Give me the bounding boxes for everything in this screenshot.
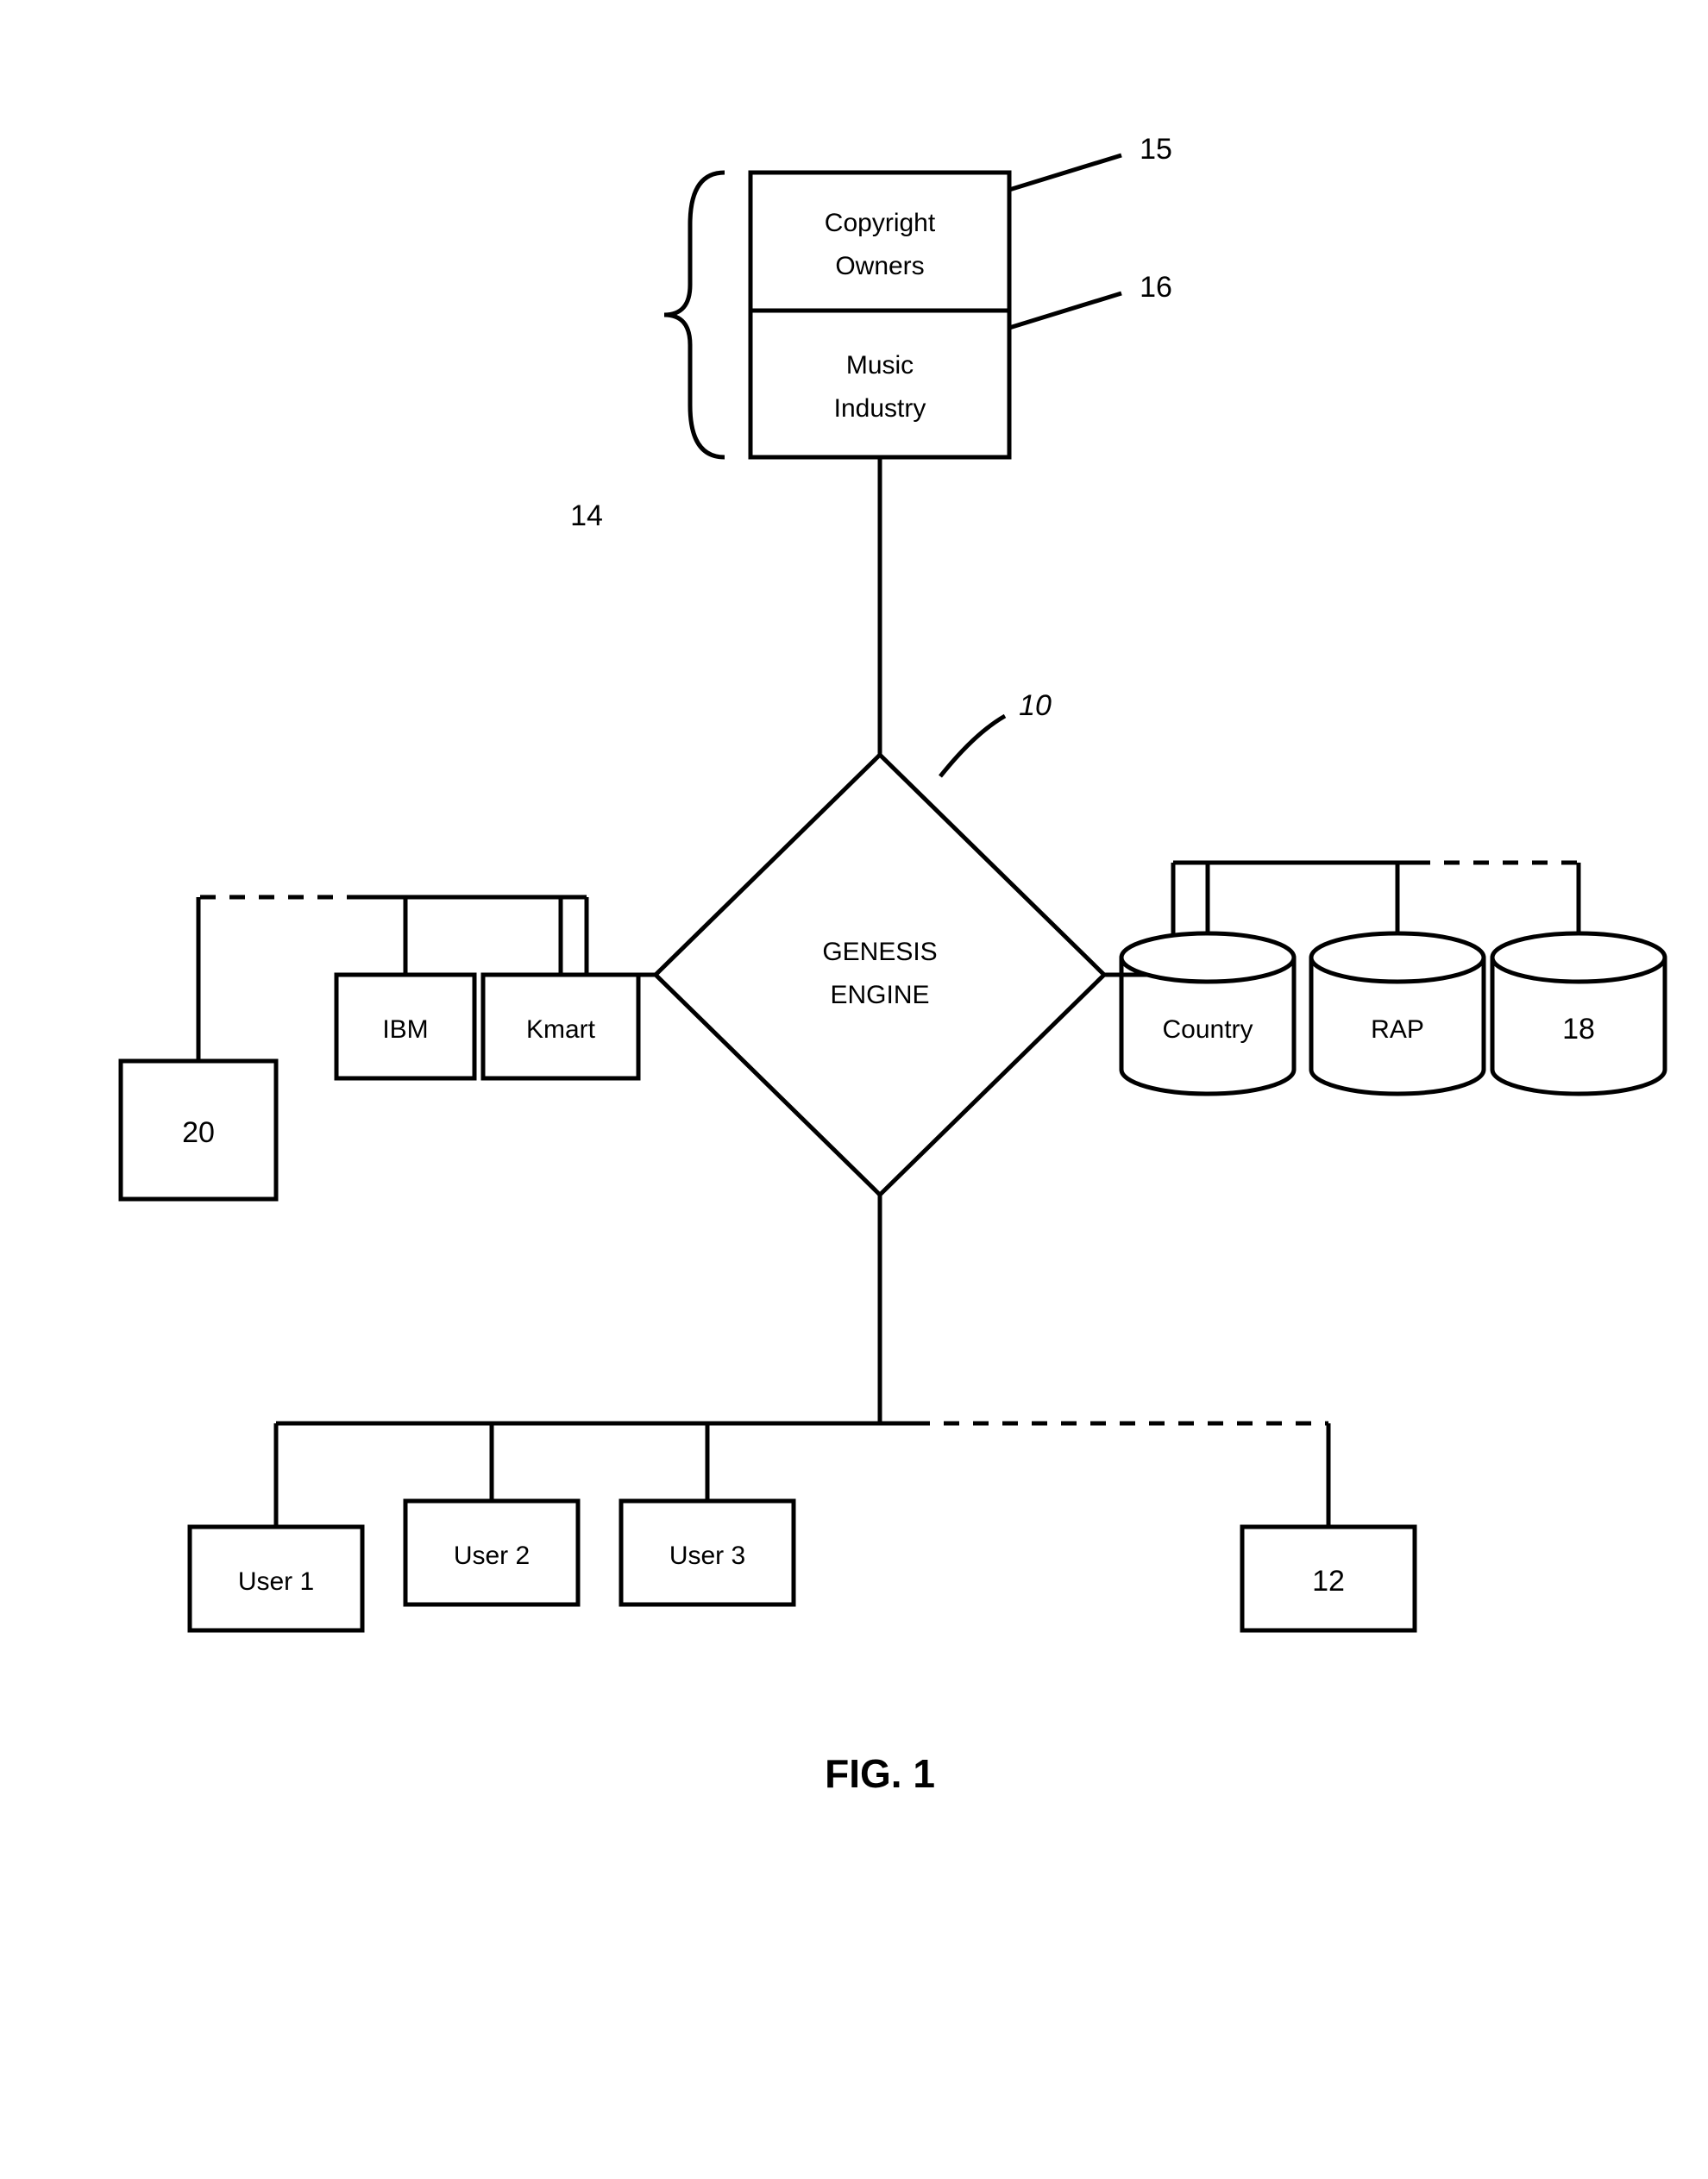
sponsor-ibm-box: IBM bbox=[336, 897, 474, 1078]
ref-18: 18 bbox=[1562, 1013, 1595, 1046]
genesis-engine-diamond: GENESIS ENGINE bbox=[656, 755, 1104, 1195]
user1-label: User 1 bbox=[238, 1567, 314, 1596]
copyright-owners-label: Copyright bbox=[825, 209, 936, 237]
user3-label: User 3 bbox=[669, 1542, 745, 1570]
ref-15: 15 bbox=[1140, 133, 1172, 166]
user2-label: User 2 bbox=[454, 1542, 530, 1570]
music-industry-box: Music Industry bbox=[750, 311, 1009, 457]
leadline-15 bbox=[1009, 155, 1121, 190]
engine-label-2: ENGINE bbox=[830, 981, 929, 1009]
copyright-owners-box: Copyright Owners bbox=[750, 173, 1009, 311]
sponsor-kmart-label: Kmart bbox=[526, 1015, 596, 1044]
music-industry-label2: Industry bbox=[834, 394, 926, 423]
user2-box: User 2 bbox=[405, 1423, 578, 1604]
user1-box: User 1 bbox=[190, 1423, 362, 1630]
ref-16: 16 bbox=[1140, 271, 1172, 304]
genre-extra-cylinder: 18 bbox=[1492, 933, 1665, 1094]
ref-14: 14 bbox=[570, 499, 603, 532]
figure-caption: FIG. 1 bbox=[825, 1751, 935, 1796]
sponsor-kmart-box: Kmart bbox=[483, 897, 638, 1078]
sponsor-extra-box: 20 bbox=[121, 1061, 276, 1199]
genre-rap-cylinder: RAP bbox=[1311, 863, 1484, 1094]
genre-country-label: Country bbox=[1162, 1015, 1253, 1044]
user-extra-box: 12 bbox=[1242, 1527, 1415, 1630]
ref-10: 10 bbox=[1019, 689, 1052, 722]
engine-label-1: GENESIS bbox=[822, 938, 937, 966]
genre-rap-label: RAP bbox=[1371, 1015, 1424, 1044]
leadline-10 bbox=[940, 716, 1005, 776]
ref-20: 20 bbox=[182, 1116, 215, 1149]
brace-14 bbox=[664, 173, 725, 457]
user3-box: User 3 bbox=[621, 1423, 794, 1604]
leadline-16 bbox=[1009, 293, 1121, 328]
music-industry-label: Music bbox=[846, 351, 914, 380]
genre-country-cylinder: Country bbox=[1121, 863, 1294, 1094]
ref-12: 12 bbox=[1312, 1565, 1345, 1598]
copyright-owners-label2: Owners bbox=[835, 252, 924, 280]
sponsor-ibm-label: IBM bbox=[382, 1015, 428, 1044]
